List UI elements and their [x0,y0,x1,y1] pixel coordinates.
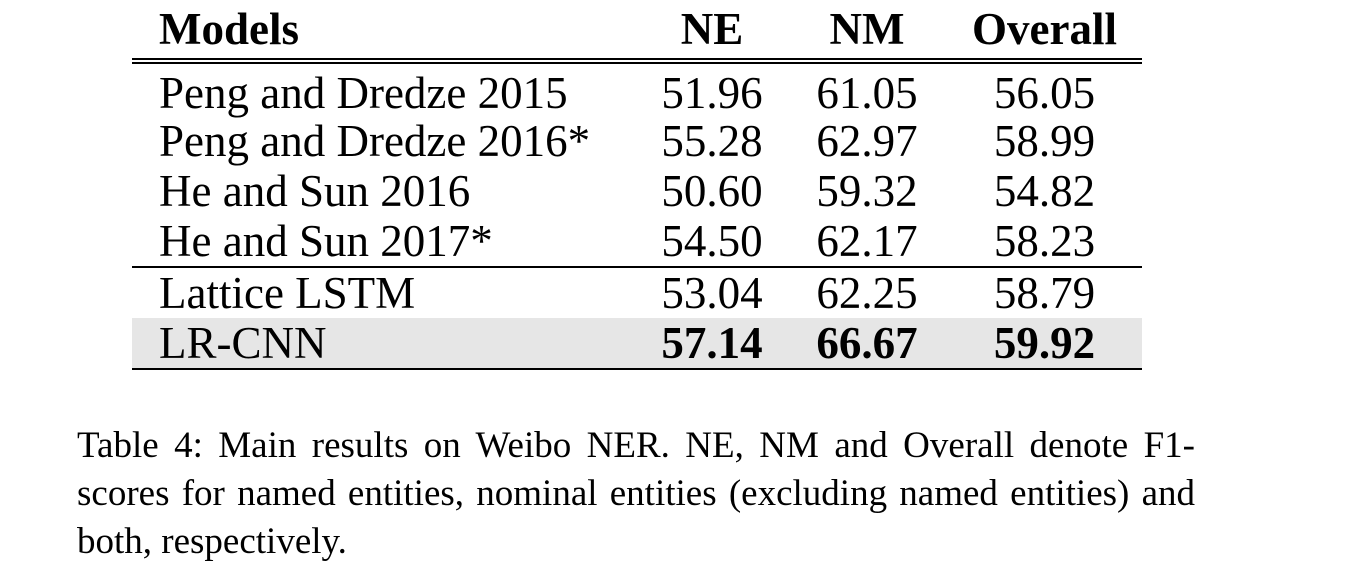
overall-score: 58.99 [993,115,1096,166]
overall-score: 58.79 [947,266,1142,318]
model-name: He and Sun 2017* [159,215,493,266]
overall-score: 54.82 [993,165,1096,216]
header-ne: NE [637,0,787,64]
header-nm: NM [787,0,947,64]
table-row: Peng and Dredze 2016* 55.28 62.97 58.99 [132,116,1142,166]
table-header-row: Models NE NM Overall [132,0,1142,64]
table-row: Peng and Dredze 2015 51.96 61.05 56.05 [132,61,1142,116]
nm-score: 66.67 [787,318,947,370]
nm-score: 62.17 [816,215,918,266]
header-overall: Overall [947,0,1142,64]
table-caption: Table 4: Main results on Weibo NER. NE, … [77,425,1195,562]
model-name: Peng and Dredze 2015 [159,67,568,118]
nm-score: 61.05 [816,67,918,118]
ne-score: 50.60 [661,165,763,216]
nm-score: 62.25 [787,266,947,318]
model-name: He and Sun 2016 [159,165,471,216]
ne-score: 55.28 [661,115,763,166]
overall-score: 58.23 [993,215,1096,266]
overall-score: 59.92 [947,318,1142,370]
table-row: He and Sun 2017* 54.50 62.17 58.23 [132,216,1142,267]
header-models: Models [132,0,637,64]
ne-score: 53.04 [637,266,787,318]
ne-score: 57.14 [637,318,787,370]
nm-score: 59.32 [816,165,918,216]
model-name: Lattice LSTM [132,266,637,318]
table-row: Lattice LSTM 53.04 62.25 58.79 [132,266,1142,318]
model-name: LR-CNN [132,318,637,370]
table-row: He and Sun 2016 50.60 59.32 54.82 [132,166,1142,216]
nm-score: 62.97 [816,115,918,166]
model-name: Peng and Dredze 2016* [159,115,591,166]
results-table: Models NE NM Overall Peng and Dredze 201… [132,0,1142,370]
overall-score: 56.05 [993,67,1096,118]
ne-score: 54.50 [661,215,763,266]
results-table-container: Models NE NM Overall Peng and Dredze 201… [132,0,1142,370]
ne-score: 51.96 [661,67,763,118]
table-row-highlighted: LR-CNN 57.14 66.67 59.92 [132,318,1142,370]
